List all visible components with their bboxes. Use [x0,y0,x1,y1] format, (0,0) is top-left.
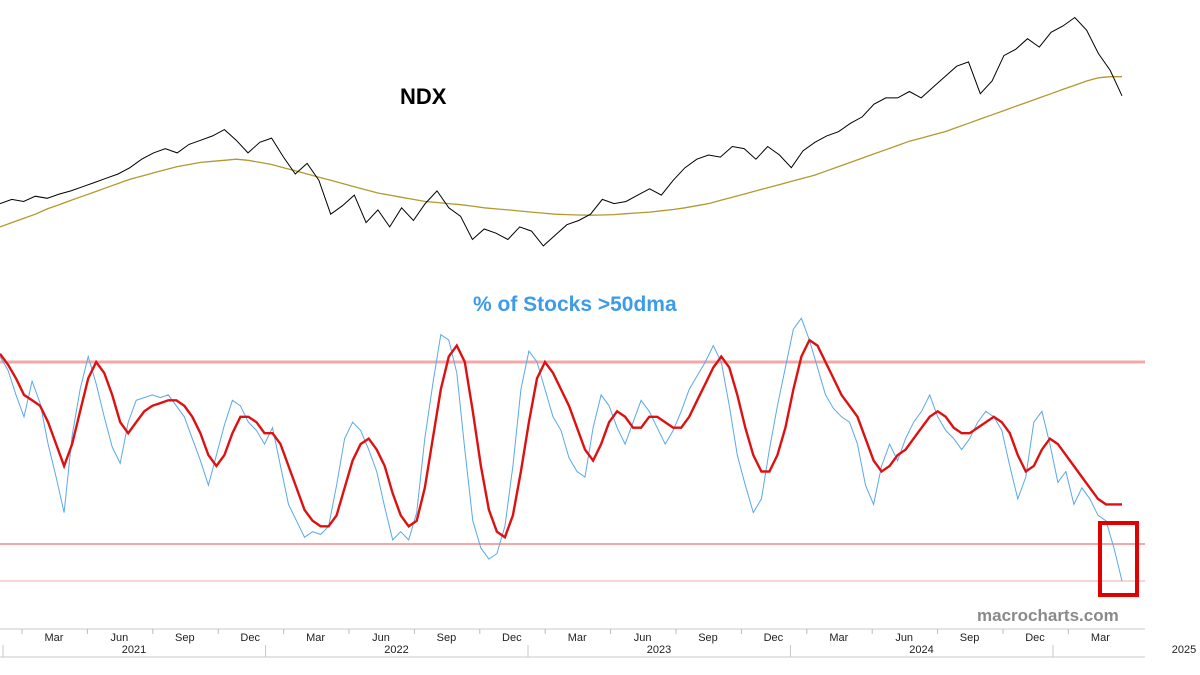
month-tick-label: Dec [240,632,260,644]
month-tick-label: Jun [634,632,652,644]
month-tick-label: Jun [895,632,913,644]
month-tick-label: Dec [1025,632,1045,644]
ndx-panel: NDX [0,16,1123,247]
ndx-label: NDX [400,84,447,109]
month-tick-label: Sep [175,632,195,644]
month-tick-label: Sep [437,632,457,644]
year-tick-label: 2021 [122,644,146,656]
month-tick-label: Mar [1091,632,1110,644]
breadth-raw-line [0,317,1123,582]
month-tick-label: Sep [960,632,980,644]
month-tick-label: Mar [829,632,848,644]
breadth-panel: % of Stocks >50dma macrocharts.com [0,293,1145,625]
month-tick-label: Sep [698,632,718,644]
year-tick-label: 2024 [909,644,933,656]
month-tick-label: Mar [306,632,325,644]
watermark: macrocharts.com [977,606,1119,625]
month-tick-label: Mar [568,632,587,644]
ndx-200dma-line [0,76,1122,228]
year-tick-label: 2023 [647,644,671,656]
month-tick-label: Mar [45,632,64,644]
breadth-smoothed-line [0,338,1122,540]
breadth-title: % of Stocks >50dma [473,293,677,316]
year-tick-label: 2025 [1172,644,1196,656]
year-tick-label: 2022 [384,644,408,656]
month-tick-label: Jun [372,632,390,644]
ndx-price-line [0,16,1123,247]
month-tick-label: Dec [764,632,784,644]
highlight-box [1098,521,1139,597]
month-tick-label: Dec [502,632,522,644]
month-tick-label: Jun [111,632,129,644]
time-axis: Mar Jun Sep Dec Mar Jun Sep Dec Mar Jun Sep Dec Mar J… [0,628,1196,658]
